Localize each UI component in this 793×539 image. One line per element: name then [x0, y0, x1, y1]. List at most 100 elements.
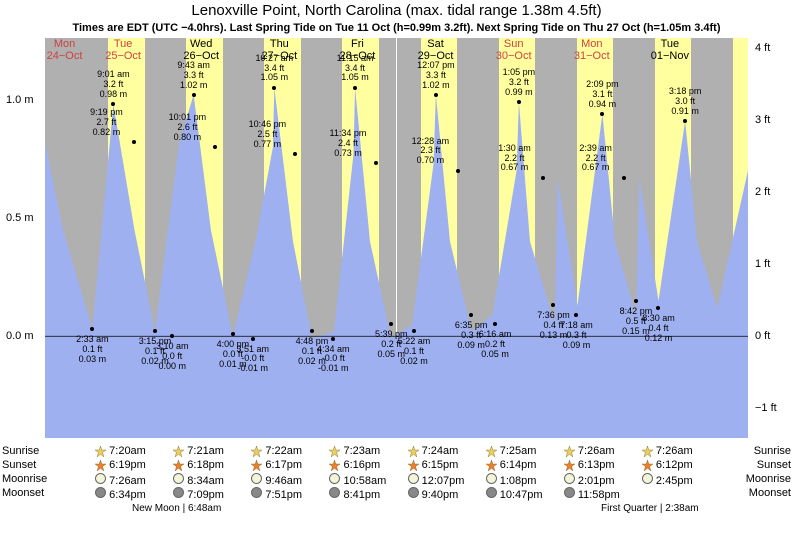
astro-value: 2:45pm: [642, 473, 693, 487]
plot-area: 2:33 am0.1 ft0.03 m 9:01 am3.2 ft0.98 m 9:…: [45, 38, 748, 438]
tide-peak-label: 1:30 am2.2 ft0.67 m: [498, 144, 531, 174]
tide-peak-label: 2:09 pm3.1 ft0.94 m: [586, 80, 619, 110]
y-axis-right-tick: 0 ft: [755, 330, 770, 342]
tide-peak-dot: [132, 140, 136, 144]
tide-peak-dot: [412, 329, 416, 333]
day-header: Fri28−Oct: [340, 38, 376, 62]
y-axis-right-tick: 3 ft: [755, 114, 770, 126]
tide-peak-dot: [469, 313, 473, 317]
tide-peak-label: 10:01 pm2.6 ft0.80 m: [169, 113, 207, 143]
tide-peak-dot: [331, 337, 335, 341]
tide-peak-dot: [153, 329, 157, 333]
tide-peak-dot: [456, 169, 460, 173]
moon-phase-label: First Quarter | 2:38am: [601, 503, 699, 514]
astro-value: 10:47pm: [486, 487, 543, 501]
tide-peak-label: 5:22 am0.1 ft0.02 m: [398, 337, 431, 367]
tide-peak-label: 9:43 am3.3 ft1.02 m: [177, 61, 210, 91]
tide-peak-label: 8:30 am0.4 ft0.12 m: [642, 314, 675, 344]
tide-peak-dot: [517, 100, 521, 104]
day-header: Tue25−Oct: [105, 38, 141, 62]
astro-value: 6:18pm: [173, 459, 224, 471]
tide-peak-label: 12:07 pm3.3 ft1.02 m: [417, 61, 455, 91]
tide-peak-dot: [656, 306, 660, 310]
tide-peak-label: 9:01 am3.2 ft0.98 m: [97, 70, 130, 100]
astro-value: 6:12pm: [642, 459, 693, 471]
astro-value: 6:34pm: [95, 487, 146, 501]
day-header: Sun30−Oct: [496, 38, 532, 62]
tide-peak-dot: [251, 337, 255, 341]
tide-peak-dot: [213, 145, 217, 149]
tide-peak-dot: [541, 176, 545, 180]
astro-value: 6:17pm: [251, 459, 302, 471]
tide-peak-label: 2:33 am0.1 ft0.03 m: [76, 335, 109, 365]
day-header: Mon31−Oct: [574, 38, 610, 62]
astro-value: 9:46am: [251, 473, 302, 487]
day-header: Thu27−Oct: [261, 38, 297, 62]
astro-value: 8:34am: [173, 473, 224, 487]
astro-value: 2:01pm: [564, 473, 615, 487]
y-axis-left-tick: 0.0 m: [6, 330, 34, 342]
tide-peak-label: 4:34 am-0.0 ft-0.01 m: [317, 345, 350, 375]
day-header: Tue01−Nov: [651, 38, 689, 62]
tide-chart: Lenoxville Point, North Carolina (max. t…: [0, 0, 793, 539]
astro-row-label: Sunset: [2, 459, 36, 471]
astro-row-label: Moonset: [749, 487, 791, 499]
astro-value: 6:13pm: [564, 459, 615, 471]
astro-row-label: Sunset: [757, 459, 791, 471]
tide-peak-label: 2:39 am2.2 ft0.67 m: [579, 144, 612, 174]
astro-value: 8:41pm: [329, 487, 380, 501]
tide-peak-label: 10:46 pm2.5 ft0.77 m: [249, 120, 287, 150]
astro-value: 10:58am: [329, 473, 386, 487]
astro-value: 7:09pm: [173, 487, 224, 501]
tide-peak-dot: [434, 93, 438, 97]
tide-curve: [45, 38, 748, 438]
tide-peak-label: 12:28 am2.3 ft0.70 m: [412, 137, 450, 167]
tide-peak-dot: [493, 322, 497, 326]
astro-value: 7:25am: [486, 445, 537, 457]
tide-peak-dot: [634, 299, 638, 303]
tide-peak-label: 7:18 am0.3 ft0.09 m: [560, 321, 593, 351]
tide-peak-label: 3:10 am0.0 ft0.00 m: [156, 342, 189, 372]
astro-value: 11:58pm: [564, 487, 620, 501]
tide-peak-dot: [192, 93, 196, 97]
astro-value: 7:20am: [95, 445, 146, 457]
astro-value: 7:23am: [329, 445, 380, 457]
tide-peak-dot: [90, 327, 94, 331]
moon-phase-label: New Moon | 6:48am: [132, 503, 221, 514]
y-axis-right-tick: 1 ft: [755, 258, 770, 270]
tide-peak-dot: [574, 313, 578, 317]
astro-value: 6:16pm: [329, 459, 380, 471]
tide-peak-label: 1:05 pm3.2 ft0.99 m: [503, 68, 536, 98]
tide-peak-dot: [374, 161, 378, 165]
y-axis-left-tick: 1.0 m: [6, 94, 34, 106]
y-axis-right-tick: 4 ft: [755, 42, 770, 54]
astro-value: 7:21am: [173, 445, 224, 457]
y-axis-right-tick: −1 ft: [755, 402, 777, 414]
tide-peak-dot: [310, 329, 314, 333]
astro-value: 6:14pm: [486, 459, 537, 471]
tide-peak-dot: [683, 119, 687, 123]
day-header: Sat29−Oct: [418, 38, 454, 62]
y-axis-right-tick: 2 ft: [755, 186, 770, 198]
chart-title: Lenoxville Point, North Carolina (max. t…: [0, 2, 793, 19]
astro-value: 7:24am: [408, 445, 459, 457]
astro-value: 12:07pm: [408, 473, 465, 487]
tide-peak-dot: [170, 334, 174, 338]
astro-row-label: Moonset: [2, 487, 44, 499]
tide-peak-label: 3:51 am-0.0 ft-0.01 m: [237, 345, 270, 375]
tide-peak-dot: [293, 152, 297, 156]
tide-peak-dot: [551, 303, 555, 307]
astro-row-label: Sunrise: [754, 445, 791, 457]
astro-row-label: Moonrise: [2, 473, 47, 485]
astro-value: 7:26am: [95, 473, 146, 487]
tide-peak-dot: [600, 112, 604, 116]
astro-value: 7:26am: [564, 445, 615, 457]
day-header: Wed26−Oct: [183, 38, 219, 62]
astro-value: 1:08pm: [486, 473, 537, 487]
tide-peak-dot: [111, 102, 115, 106]
tide-peak-dot: [353, 86, 357, 90]
tide-peak-label: 9:19 pm2.7 ft0.82 m: [90, 108, 123, 138]
tide-peak-label: 11:34 pm2.4 ft0.73 m: [330, 129, 367, 159]
chart-subtitle: Times are EDT (UTC −4.0hrs). Last Spring…: [0, 22, 793, 34]
astro-value: 7:26am: [642, 445, 693, 457]
